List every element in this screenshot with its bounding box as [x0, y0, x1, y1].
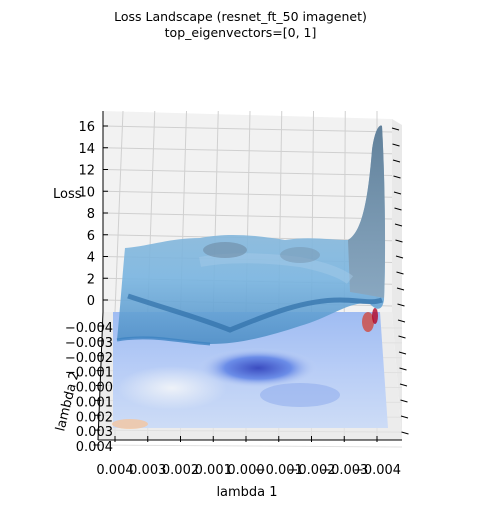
- x-tick-label: 0.002: [162, 463, 199, 478]
- z-axis-label: Loss: [53, 187, 82, 202]
- z-tick-label: 8: [87, 207, 95, 222]
- y-tick-label: −0.001: [65, 366, 113, 381]
- z-tick-label: 16: [78, 120, 95, 135]
- z-tick-label: 0: [87, 294, 95, 309]
- side-tick-mark: [392, 159, 401, 163]
- z-gridline: [102, 125, 393, 133]
- y-tick-label: 0.003: [76, 425, 113, 440]
- side-tick-mark: [393, 191, 402, 195]
- y-tick-label: −0.002: [65, 351, 113, 366]
- y-tick-label: 0.004: [76, 440, 113, 455]
- side-tick-mark: [398, 351, 407, 355]
- side-tick-mark: [399, 367, 407, 371]
- side-tick-mark: [391, 127, 400, 131]
- y-tick-label: −0.004: [65, 321, 113, 336]
- x-tick-label: 0.003: [129, 463, 166, 478]
- x-gridline: [114, 110, 124, 313]
- z-gridline: [102, 190, 393, 198]
- x-axis-label: lambda 1: [216, 485, 277, 500]
- y-floor-gridline: [97, 444, 403, 448]
- side-tick-mark: [400, 399, 408, 403]
- side-tick-mark: [396, 271, 404, 275]
- side-tick-mark: [393, 175, 401, 179]
- side-tick-mark: [394, 207, 402, 211]
- side-tick-mark: [398, 335, 406, 339]
- side-tick-mark: [400, 415, 409, 419]
- z-tick-label: 10: [78, 185, 95, 200]
- y-tick-label: 0.002: [76, 410, 113, 425]
- x-tick-label: −0.004: [353, 463, 401, 478]
- side-tick-mark: [401, 431, 409, 435]
- x-tick-label: −0.002: [287, 463, 335, 478]
- x-tick-label: 0.000: [227, 463, 264, 478]
- y-tick-label: −0.003: [65, 336, 113, 351]
- side-tick-mark: [395, 239, 403, 243]
- x-tick-label: −0.001: [255, 463, 303, 478]
- side-tick-mark: [394, 223, 403, 227]
- x-tick-label: −0.003: [320, 463, 368, 478]
- y-floor-gridline: [98, 429, 403, 433]
- side-tick-mark: [397, 319, 406, 323]
- axis-ticks: 02468101214160.0040.0030.0020.0010.000−0…: [65, 120, 409, 478]
- z-gridline: [102, 147, 393, 155]
- y-tick-label: 0.001: [76, 395, 113, 410]
- side-tick-mark: [395, 255, 404, 259]
- z-tick-label: 12: [78, 164, 95, 179]
- chart-title-line1: Loss Landscape (resnet_ft_50 imagenet): [114, 9, 367, 24]
- loss-surface: [116, 125, 386, 346]
- side-pane: [392, 119, 402, 440]
- y-axis-line: [97, 311, 104, 441]
- z-tick-label: 6: [87, 229, 95, 244]
- z-gridline: [102, 169, 393, 176]
- side-tick-mark: [397, 303, 405, 307]
- x-tick-label: 0.001: [195, 463, 232, 478]
- z-tick-label: 2: [87, 272, 95, 287]
- chart-title-line2: top_eigenvectors=[0, 1]: [164, 25, 317, 40]
- z-tick-label: 14: [78, 142, 95, 157]
- side-tick-mark: [392, 143, 400, 147]
- side-tick-mark: [399, 383, 408, 387]
- x-tick-label: 0.004: [96, 463, 133, 478]
- side-tick-mark: [396, 287, 405, 291]
- z-tick-label: 4: [87, 251, 95, 266]
- y-tick-label: 0.000: [76, 381, 113, 396]
